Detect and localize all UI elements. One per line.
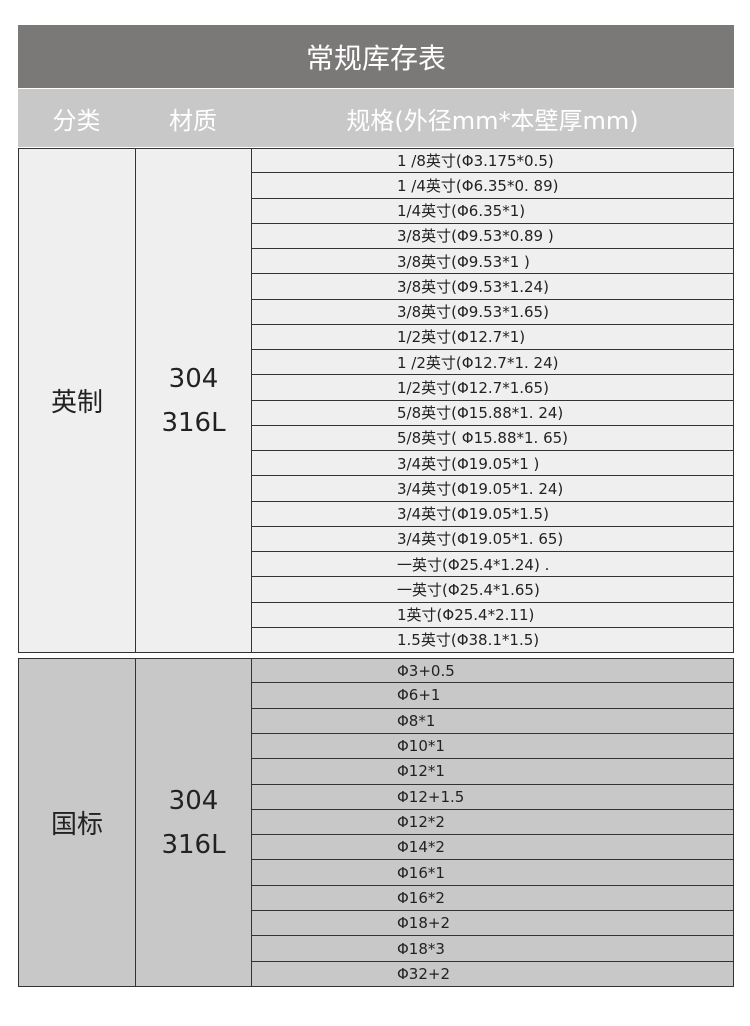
spec-cell: 3/8英寸(Φ9.53*1.24) [251, 274, 734, 300]
spec-cell: Φ16*2 [251, 885, 734, 912]
spec-cell: Φ32+2 [251, 961, 734, 987]
spec-cell: 1/2英寸(Φ12.7*1.65) [251, 375, 734, 401]
material-cell: 304 316L [135, 658, 252, 987]
spec-cell: Φ14*2 [251, 835, 734, 861]
material-text: 316L [161, 407, 226, 438]
spec-cell: Φ6+1 [251, 683, 734, 709]
spec-cell: 1 /2英寸(Φ12.7*1. 24) [251, 350, 734, 376]
header-cell: 材质 [135, 89, 251, 147]
spec-cell: 3/4英寸(Φ19.05*1 ) [251, 451, 734, 477]
spec-cell: Φ18+2 [251, 911, 734, 937]
spec-cell: 5/8英寸(Φ15.88*1. 24) [251, 400, 734, 426]
spec-cell: Φ12*1 [251, 759, 734, 785]
spec-cell: 3/8英寸(Φ9.53*0.89 ) [251, 223, 734, 249]
spec-cell: 1 /4英寸(Φ6.35*0. 89) [251, 173, 734, 199]
material-text: 316L [161, 829, 226, 860]
spec-cell: Φ10*1 [251, 733, 734, 760]
spec-cell: 3/4英寸(Φ19.05*1. 24) [251, 476, 734, 502]
spec-cell: 一英寸(Φ25.4*1.65) [251, 577, 734, 603]
header-cell: 分类 [18, 89, 135, 147]
spec-cell: Φ3+0.5 [251, 658, 734, 684]
spec-cell: 1/4英寸(Φ6.35*1) [251, 198, 734, 224]
spec-cell: Φ16*1 [251, 860, 734, 886]
header-cell: 规格(外径mm*本壁厚mm) [251, 89, 734, 147]
spec-cell: 一英寸(Φ25.4*1.24) . [251, 552, 734, 578]
spec-cell: 3/8英寸(Φ9.53*1.65) [251, 299, 734, 325]
table-title: 常规库存表 [18, 25, 734, 88]
spec-cell: 5/8英寸( Φ15.88*1. 65) [251, 425, 734, 451]
category-cell: 国标 [18, 658, 136, 987]
spec-cell: Φ12+1.5 [251, 784, 734, 810]
spec-cell: 1英寸(Φ25.4*2.11) [251, 602, 734, 628]
spec-cell: 1/2英寸(Φ12.7*1) [251, 324, 734, 350]
material-cell: 304 316L [135, 148, 252, 653]
spec-cell: Φ8*1 [251, 708, 734, 734]
category-cell: 英制 [18, 148, 136, 653]
spec-cell: 1.5英寸(Φ38.1*1.5) [251, 627, 734, 653]
spec-cell: Φ12*2 [251, 809, 734, 836]
spec-cell: 3/4英寸(Φ19.05*1.5) [251, 501, 734, 527]
material-text: 304 [168, 785, 219, 816]
spec-cell: 1 /8英寸(Φ3.175*0.5) [251, 148, 734, 174]
spec-cell: Φ18*3 [251, 936, 734, 962]
material-text: 304 [168, 363, 219, 394]
spec-cell: 3/8英寸(Φ9.53*1 ) [251, 249, 734, 275]
spec-cell: 3/4英寸(Φ19.05*1. 65) [251, 526, 734, 552]
